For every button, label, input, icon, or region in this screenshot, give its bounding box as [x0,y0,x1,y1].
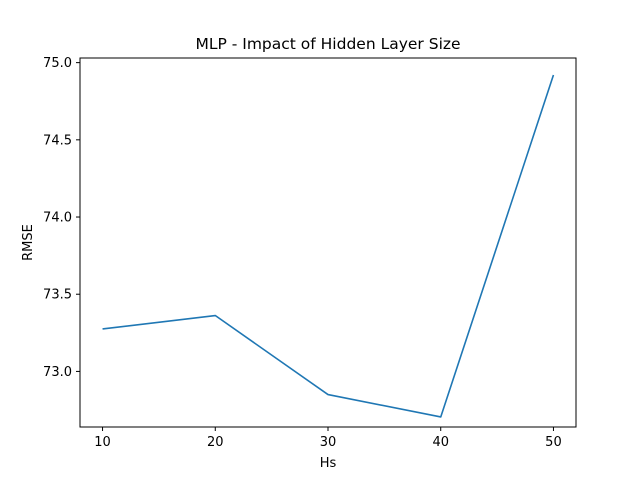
y-tick-label: 73.0 [43,365,72,380]
x-axis-label: Hs [320,456,337,471]
y-axis-label: RMSE [21,224,36,261]
plot-area-frame [79,57,577,428]
series-layer [102,74,555,418]
x-tick-label: 30 [320,435,337,450]
x-tick-label: 20 [207,435,224,450]
y-tick-label: 75.0 [43,56,72,71]
x-tick-label: 50 [545,435,562,450]
series-line [102,74,555,418]
x-tick-label: 40 [432,435,449,450]
y-tick-label: 73.5 [43,288,72,303]
ticks-layer: 10 20 30 40 50 73.0 73.5 74.0 74.5 75.0 [43,56,562,450]
x-tick-label: 10 [94,435,111,450]
chart-title: MLP - Impact of Hidden Layer Size [195,35,460,53]
y-tick-label: 74.0 [43,211,72,226]
y-tick-label: 74.5 [43,133,72,148]
